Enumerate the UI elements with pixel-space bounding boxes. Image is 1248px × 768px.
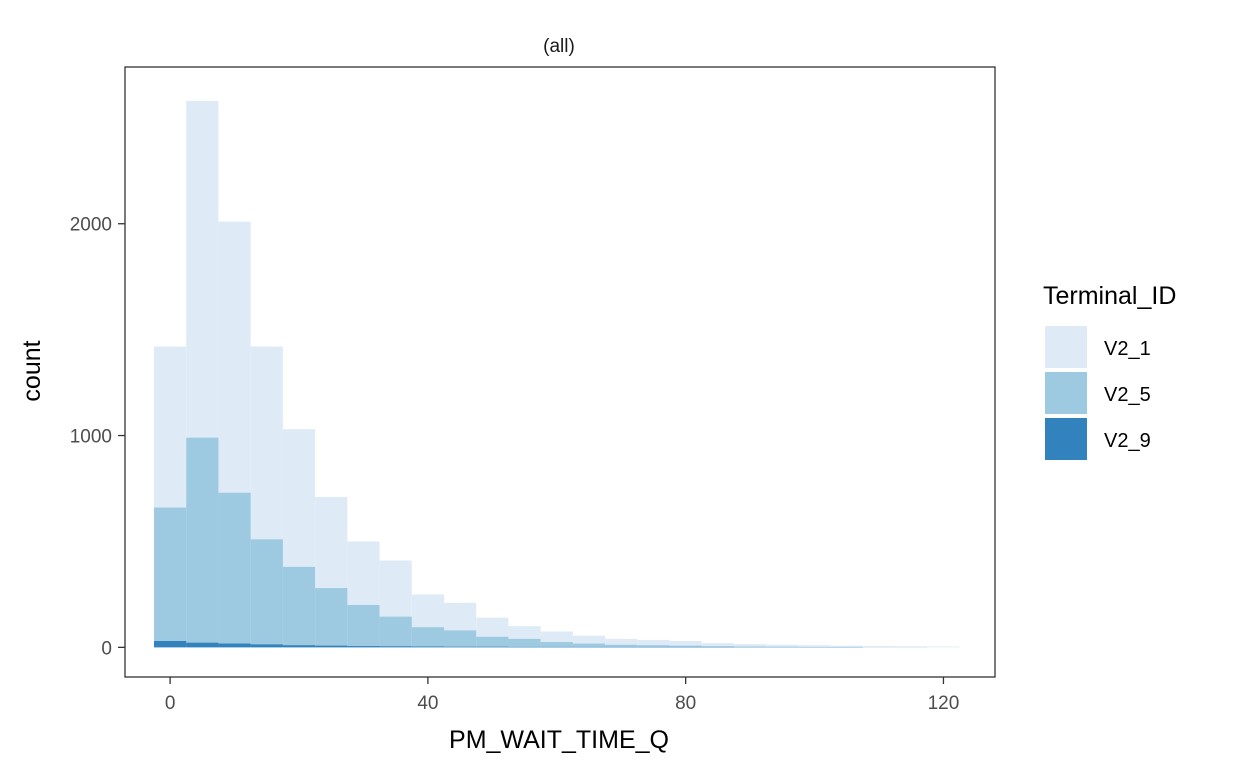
bar-v2-5-bin-6 (347, 604, 380, 648)
bar-v2-9-bin-2 (218, 643, 251, 648)
legend-key-v2-5 (1045, 372, 1087, 414)
bar-v2-1-bin-24 (927, 646, 960, 648)
bar-v2-9-bin-5 (315, 645, 348, 648)
x-tick-label: 0 (165, 693, 176, 714)
plot-panel-border (124, 66, 996, 678)
legend: Terminal_ID V2_1 V2_5 V2_9 (1043, 282, 1176, 460)
legend-title: Terminal_ID (1043, 282, 1176, 310)
bar-v2-5-bin-16 (669, 645, 702, 648)
y-axis-title: count (18, 340, 46, 401)
bar-v2-1-bin-17 (701, 643, 734, 648)
bar-v2-5-bin-9 (444, 630, 477, 648)
bar-v2-9-bin-0 (154, 640, 187, 648)
bar-v2-9-bin-9 (444, 646, 477, 648)
bar-v2-5-bin-10 (476, 636, 509, 648)
x-tick-label: 80 (675, 693, 696, 714)
bar-v2-5-bin-13 (572, 643, 606, 648)
y-tick-label: 1000 (70, 427, 112, 448)
bar-v2-9-bin-4 (282, 645, 316, 648)
legend-label: V2_9 (1104, 430, 1151, 452)
bar-v2-1-bin-20 (798, 645, 831, 648)
bar-v2-5-bin-11 (508, 638, 541, 648)
bar-v2-5-bin-1 (186, 437, 219, 648)
bar-v2-9-bin-7 (379, 646, 412, 648)
bar-v2-1-bin-18 (734, 644, 767, 648)
bar-v2-5-bin-3 (250, 539, 283, 648)
bar-v2-1-bin-14 (605, 638, 638, 648)
x-tick-label: 120 (928, 693, 960, 714)
legend-key-v2-1 (1045, 326, 1087, 368)
bar-v2-1-bin-19 (766, 644, 799, 648)
legend-items: V2_1 V2_5 V2_9 (1045, 326, 1151, 460)
x-axis: 0 40 80 120 (165, 677, 959, 714)
bar-v2-9-bin-1 (186, 642, 219, 648)
bar-v2-9-bin-8 (411, 646, 444, 648)
bar-v2-5-bin-4 (282, 566, 316, 648)
bar-v2-5-bin-7 (379, 616, 412, 648)
y-axis: 0 1000 2000 (70, 215, 125, 659)
bar-v2-1-bin-21 (830, 645, 863, 648)
bar-v2-5-bin-5 (315, 588, 348, 648)
bar-v2-9-bin-3 (250, 644, 283, 648)
bar-v2-5-bin-0 (154, 507, 187, 648)
facet-label: (all) (543, 36, 575, 57)
legend-key-v2-9 (1045, 418, 1087, 460)
bars-layer (154, 100, 960, 648)
y-tick-label: 2000 (70, 215, 112, 236)
bar-v2-5-bin-14 (605, 644, 638, 648)
bar-v2-5-bin-12 (540, 642, 573, 648)
bar-v2-5-bin-15 (637, 645, 670, 648)
x-axis-title: PM_WAIT_TIME_Q (449, 726, 669, 754)
bar-v2-9-bin-6 (347, 646, 380, 648)
bar-v2-1-bin-16 (669, 640, 702, 648)
legend-label: V2_1 (1104, 338, 1151, 360)
bar-v2-9-bin-10 (476, 646, 509, 648)
bar-v2-5-bin-18 (734, 646, 767, 648)
bar-v2-5-bin-2 (218, 492, 251, 648)
bar-v2-1-bin-13 (572, 635, 606, 648)
bar-v2-1-bin-15 (637, 639, 670, 648)
bar-v2-5-bin-19 (766, 646, 799, 648)
bar-v2-5-bin-17 (701, 646, 734, 648)
bar-v2-1-bin-23 (895, 646, 928, 648)
bar-v2-5-bin-8 (411, 627, 444, 648)
x-tick-label: 40 (417, 693, 438, 714)
legend-label: V2_5 (1104, 384, 1151, 406)
bar-v2-1-bin-22 (862, 646, 896, 648)
y-tick-label: 0 (101, 638, 112, 659)
